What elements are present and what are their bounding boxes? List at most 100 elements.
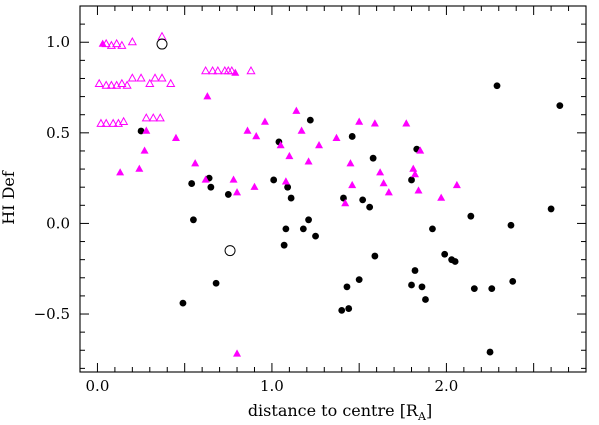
data-point-filled-triangle — [252, 131, 261, 140]
data-point-filled-triangle — [348, 180, 357, 189]
data-point-filled-triangle — [250, 182, 259, 190]
x-axis-label-main: distance to centre [R — [248, 401, 419, 420]
y-tick-label: 0.0 — [46, 214, 70, 232]
data-point-filled-circle — [287, 194, 295, 202]
data-point-filled-circle — [355, 276, 363, 283]
data-point-filled-circle — [556, 102, 564, 110]
data-point-filled-circle — [137, 127, 145, 135]
data-point-open-triangle — [157, 73, 167, 82]
data-point-filled-circle — [306, 116, 314, 124]
data-point-filled-circle — [305, 216, 312, 224]
data-point-filled-circle — [345, 305, 353, 312]
data-point-open-triangle — [155, 113, 165, 122]
data-point-filled-triangle — [384, 188, 393, 196]
data-point-filled-triangle — [437, 193, 446, 201]
data-point-filled-triangle — [315, 141, 324, 149]
data-point-filled-triangle — [409, 164, 418, 172]
data-point-filled-circle — [408, 281, 415, 289]
data-point-open-triangle — [106, 80, 117, 89]
data-point-filled-circle — [179, 299, 187, 307]
data-point-open-triangle — [101, 118, 111, 127]
data-point-filled-triangle — [285, 151, 294, 160]
data-point-filled-triangle — [142, 126, 151, 134]
data-point-filled-triangle — [332, 133, 341, 142]
data-point-filled-triangle — [233, 349, 242, 357]
data-point-filled-circle — [418, 283, 426, 291]
data-point-open-triangle — [166, 78, 176, 87]
data-point-open-triangle — [96, 118, 106, 127]
x-tick-label: 0.0 — [86, 377, 110, 395]
data-point-filled-circle — [369, 154, 377, 162]
data-point-open-triangle — [150, 73, 160, 82]
x-axis-label-suffix: ] — [426, 401, 432, 420]
data-point-filled-triangle — [229, 175, 238, 183]
data-marks — [94, 31, 564, 357]
data-point-open-triangle — [208, 66, 218, 75]
plot-frame — [79, 5, 587, 373]
data-point-open-triangle — [94, 78, 104, 87]
data-point-open-circle — [156, 38, 168, 50]
data-point-filled-triangle — [292, 106, 301, 114]
data-point-open-triangle — [213, 66, 223, 75]
data-point-filled-triangle — [233, 188, 242, 196]
data-point-open-triangle — [101, 38, 111, 48]
data-point-filled-circle — [507, 221, 515, 229]
data-point-open-triangle — [227, 66, 237, 75]
y-axis-label: HI Def — [0, 170, 18, 225]
data-point-filled-circle — [343, 283, 351, 291]
data-point-filled-triangle — [135, 164, 144, 172]
data-point-filled-circle — [284, 183, 292, 191]
data-point-filled-circle — [509, 278, 517, 285]
data-point-open-triangle — [157, 31, 167, 40]
data-point-filled-triangle — [370, 119, 379, 127]
data-point-filled-circle — [486, 348, 494, 356]
data-point-filled-circle — [338, 306, 346, 314]
data-point-filled-circle — [441, 250, 449, 258]
data-point-filled-circle — [422, 296, 429, 303]
data-point-open-triangle — [122, 80, 132, 89]
data-point-open-triangle — [117, 40, 127, 49]
data-point-filled-circle — [190, 216, 197, 224]
x-axis-label-subscript: A — [417, 410, 427, 423]
data-point-open-triangle — [101, 80, 111, 89]
data-point-filled-triangle — [297, 126, 306, 134]
data-point-filled-triangle — [98, 39, 107, 47]
data-point-filled-triangle — [116, 168, 125, 176]
data-point-filled-triangle — [231, 68, 240, 76]
data-point-filled-circle — [451, 258, 459, 265]
data-point-open-triangle — [145, 78, 155, 87]
axis-ticks — [80, 6, 586, 372]
data-point-filled-circle — [429, 225, 436, 233]
data-point-open-triangle — [117, 78, 127, 87]
data-point-filled-circle — [467, 212, 475, 220]
data-point-filled-triangle — [191, 159, 200, 167]
data-point-filled-circle — [270, 176, 278, 184]
data-point-filled-triangle — [452, 180, 461, 189]
data-point-filled-triangle — [304, 157, 313, 165]
x-tick-label: 1.0 — [260, 377, 284, 395]
data-point-open-triangle — [141, 113, 151, 122]
data-point-filled-triangle — [281, 177, 290, 185]
data-point-open-triangle — [136, 73, 146, 82]
data-point-filled-circle — [366, 203, 374, 211]
data-point-filled-triangle — [243, 126, 252, 134]
data-point-filled-circle — [408, 176, 415, 184]
data-point-filled-triangle — [346, 159, 355, 167]
data-point-open-triangle — [108, 118, 118, 127]
data-point-filled-circle — [188, 180, 196, 187]
data-point-filled-triangle — [411, 170, 420, 178]
data-point-filled-circle — [224, 191, 232, 198]
data-point-filled-circle — [312, 232, 319, 240]
y-tick-label: 0.5 — [46, 124, 70, 142]
data-point-filled-triangle — [355, 117, 364, 125]
data-point-filled-triangle — [171, 133, 180, 142]
data-point-filled-circle — [299, 225, 307, 233]
data-point-filled-triangle — [416, 146, 425, 154]
data-point-open-triangle — [201, 66, 211, 75]
data-point-filled-circle — [212, 279, 220, 287]
data-point-filled-triangle — [201, 175, 210, 183]
data-point-open-triangle — [148, 113, 158, 122]
data-point-filled-triangle — [414, 186, 423, 194]
x-tick-label: 2.0 — [434, 377, 458, 395]
